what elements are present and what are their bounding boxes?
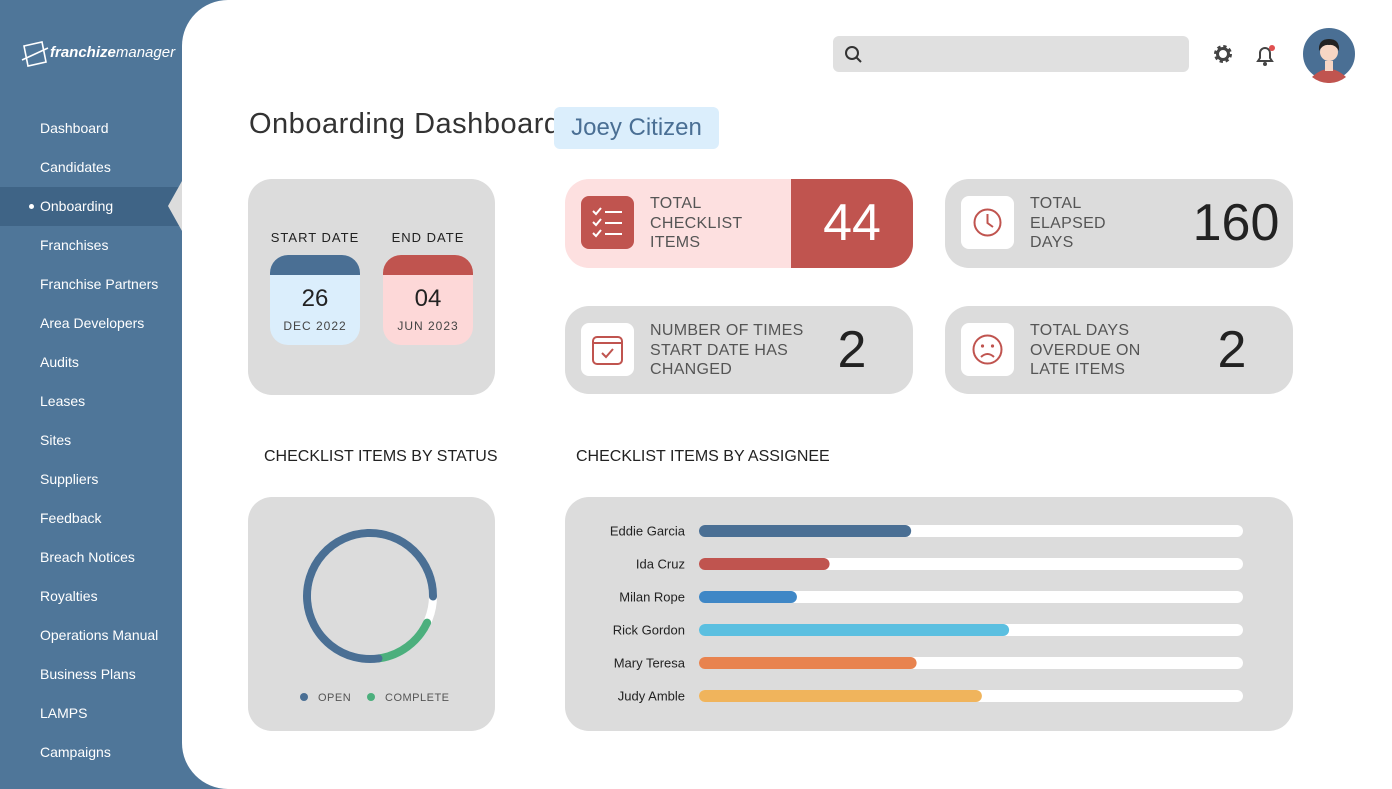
- checklist-icon: [581, 196, 634, 249]
- calendar-header: [383, 255, 473, 275]
- stat-value: 2: [1217, 321, 1247, 379]
- stat-value: 44: [823, 194, 881, 252]
- assignee-name: Mary Teresa: [614, 655, 686, 670]
- stat-card: TOTAL DAYS OVERDUE ON LATE ITEMS 2: [945, 306, 1293, 394]
- nav-item[interactable]: Leases: [40, 393, 86, 409]
- assignee-name: Judy Amble: [618, 688, 685, 703]
- logo-bold: franchize: [50, 44, 116, 61]
- bar: [699, 591, 797, 603]
- section-title: CHECKLIST ITEMS BY STATUS: [264, 448, 498, 465]
- nav-item[interactable]: Dashboard: [40, 120, 109, 136]
- calendar-header: [270, 255, 360, 275]
- nav-item[interactable]: Franchise Partners: [40, 276, 159, 292]
- stat-label-line: TOTAL: [650, 195, 702, 212]
- stat-value: 160: [1192, 194, 1280, 252]
- stat-value: 2: [837, 321, 867, 379]
- assignee-card: Eddie Garcia Ida Cruz Milan Rope Rick Gordo…: [565, 497, 1293, 731]
- bar: [699, 657, 917, 669]
- donut-chart: OPEN COMPLETE: [300, 529, 450, 704]
- status-card: OPEN COMPLETE: [248, 497, 495, 731]
- stat-label: NUMBER OF TIMES START DATE HAS CHANGED: [650, 321, 804, 380]
- nav-item[interactable]: Area Developers: [40, 315, 145, 331]
- active-dot: [29, 204, 34, 209]
- nav-item[interactable]: Royalties: [40, 588, 98, 604]
- legend-dot: [367, 693, 375, 701]
- bar: [699, 525, 912, 537]
- legend-dot: [300, 693, 308, 701]
- section-title: CHECKLIST ITEMS BY ASSIGNEE: [576, 448, 830, 465]
- clock-icon: [961, 196, 1014, 249]
- bar-track: [699, 558, 1243, 570]
- page-title: Onboarding Dashboard:: [249, 108, 570, 140]
- stat-label: TOTAL CHECKLIST ITEMS: [650, 194, 743, 253]
- stat-label-line: ELAPSED: [1030, 214, 1106, 232]
- calendar-month: DEC 2022: [283, 319, 347, 333]
- user-badge: Joey Citizen: [554, 107, 719, 149]
- calendar-day: 04: [414, 285, 442, 312]
- donut-segment: [303, 529, 437, 663]
- settings-icon[interactable]: [1211, 42, 1235, 66]
- calendar-month: JUN 2023: [397, 319, 459, 333]
- logo-light: manager: [115, 44, 176, 61]
- calendar-day: 26: [301, 285, 329, 312]
- bar-track: [699, 591, 1243, 603]
- stat-label-line: TOTAL: [1030, 195, 1082, 212]
- legend-label: OPEN: [318, 692, 351, 704]
- stat-card: NUMBER OF TIMES START DATE HAS CHANGED 2: [565, 306, 913, 394]
- bar: [699, 558, 830, 570]
- bar-chart: Eddie Garcia Ida Cruz Milan Rope Rick Gordo…: [610, 523, 1243, 703]
- stat-label-line: START DATE HAS: [650, 341, 789, 359]
- nav-item[interactable]: Campaigns: [40, 744, 111, 760]
- calendar: 04 JUN 2023: [383, 255, 473, 345]
- assignee-name: Rick Gordon: [613, 622, 685, 637]
- logo-mark: [21, 41, 49, 67]
- notification-icon[interactable]: [1253, 42, 1279, 68]
- calendar-icon: [581, 323, 634, 376]
- nav-item[interactable]: Audits: [40, 354, 79, 370]
- assignee-name: Milan Rope: [619, 589, 685, 604]
- search-icon: [845, 46, 862, 63]
- date-label: END DATE: [391, 230, 465, 245]
- legend-label: COMPLETE: [385, 692, 450, 704]
- nav-item[interactable]: Candidates: [40, 159, 111, 175]
- stat-card: TOTAL CHECKLIST ITEMS 44: [565, 179, 913, 268]
- stat-label: TOTAL ELAPSED DAYS: [1030, 194, 1106, 253]
- stat-label-line: NUMBER OF TIMES: [650, 322, 804, 339]
- dates-card: START DATE 26 DEC 2022 END DATE 04 JUN 2…: [248, 179, 495, 395]
- nav-item[interactable]: Feedback: [40, 510, 102, 526]
- logo: franchizemanager: [50, 44, 175, 61]
- bar: [699, 690, 982, 702]
- nav-item[interactable]: Business Plans: [40, 666, 136, 682]
- nav-item[interactable]: Sites: [40, 432, 72, 448]
- stat-label-line: TOTAL DAYS: [1030, 322, 1130, 339]
- sad-icon: [961, 323, 1014, 376]
- stat-label-line: CHANGED: [650, 361, 733, 378]
- stat-label-line: LATE ITEMS: [1030, 361, 1126, 378]
- calendar: 26 DEC 2022: [270, 255, 360, 345]
- stat-label-line: OVERDUE ON: [1030, 341, 1141, 359]
- stat-card: TOTAL ELAPSED DAYS 160: [945, 179, 1293, 268]
- nav-item[interactable]: Onboarding: [0, 187, 182, 226]
- nav-item[interactable]: Suppliers: [40, 471, 99, 487]
- stat-label-line: ITEMS: [650, 234, 701, 251]
- sidebar: franchizemanager Dashboard Candidates Onbo…: [0, 0, 182, 789]
- assignee-name: Eddie Garcia: [610, 523, 686, 538]
- bar: [699, 624, 1010, 636]
- stat-label: TOTAL DAYS OVERDUE ON LATE ITEMS: [1030, 321, 1141, 380]
- assignee-name: Ida Cruz: [636, 556, 685, 571]
- nav-item[interactable]: LAMPS: [40, 705, 88, 721]
- stat-label-line: DAYS: [1030, 234, 1074, 251]
- search-bar[interactable]: [833, 36, 1189, 72]
- stat-highlight: [791, 179, 913, 268]
- stat-label-line: CHECKLIST: [650, 214, 743, 232]
- avatar[interactable]: [1300, 25, 1358, 83]
- donut-segment: [374, 618, 432, 663]
- nav-item[interactable]: Franchises: [40, 237, 109, 253]
- nav-item[interactable]: Breach Notices: [40, 549, 135, 565]
- nav-item[interactable]: Operations Manual: [40, 627, 159, 643]
- date-label: START DATE: [270, 230, 360, 245]
